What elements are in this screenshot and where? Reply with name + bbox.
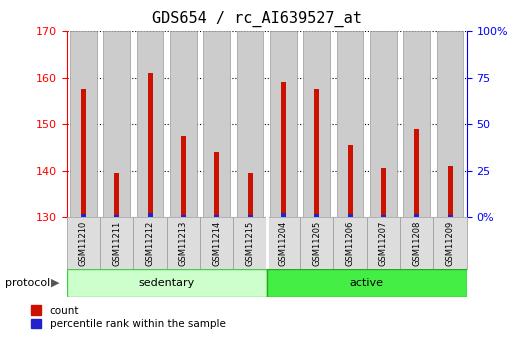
Bar xyxy=(200,217,233,269)
Bar xyxy=(370,31,397,217)
Bar xyxy=(70,31,96,217)
Text: GDS654 / rc_AI639527_at: GDS654 / rc_AI639527_at xyxy=(151,10,362,27)
Bar xyxy=(333,217,367,269)
Bar xyxy=(337,31,363,217)
Text: GSM11207: GSM11207 xyxy=(379,220,388,266)
Text: GSM11214: GSM11214 xyxy=(212,220,221,266)
Bar xyxy=(114,215,119,217)
Bar xyxy=(114,173,119,217)
Bar xyxy=(181,215,186,217)
Bar xyxy=(267,217,300,269)
Bar xyxy=(415,129,419,217)
Bar xyxy=(148,213,152,217)
Bar xyxy=(148,73,152,217)
Bar xyxy=(437,31,464,217)
Bar xyxy=(81,214,86,217)
Bar xyxy=(233,217,267,269)
Bar xyxy=(303,31,330,217)
Text: GSM11212: GSM11212 xyxy=(146,220,154,266)
Bar xyxy=(381,216,386,217)
Text: GSM11211: GSM11211 xyxy=(112,220,121,266)
Text: GSM11213: GSM11213 xyxy=(179,220,188,266)
Bar xyxy=(281,213,286,217)
Bar xyxy=(103,31,130,217)
Bar xyxy=(300,217,333,269)
Bar xyxy=(100,217,133,269)
Text: GSM11209: GSM11209 xyxy=(446,220,455,266)
Text: ▶: ▶ xyxy=(51,278,60,288)
Bar xyxy=(348,145,352,217)
Bar xyxy=(448,215,452,217)
Bar xyxy=(281,82,286,217)
Bar xyxy=(136,31,163,217)
Bar xyxy=(236,31,263,217)
Bar xyxy=(67,217,100,269)
Bar xyxy=(267,269,467,297)
Bar xyxy=(270,31,297,217)
Text: GSM11215: GSM11215 xyxy=(246,220,254,266)
Text: GSM11204: GSM11204 xyxy=(279,220,288,266)
Bar xyxy=(367,217,400,269)
Bar xyxy=(248,215,252,217)
Bar xyxy=(381,168,386,217)
Bar xyxy=(81,89,86,217)
Bar xyxy=(167,217,200,269)
Bar xyxy=(314,89,319,217)
Bar xyxy=(400,217,433,269)
Legend: count, percentile rank within the sample: count, percentile rank within the sample xyxy=(31,305,226,329)
Bar xyxy=(203,31,230,217)
Bar xyxy=(433,217,467,269)
Bar xyxy=(170,31,196,217)
Text: GSM11210: GSM11210 xyxy=(79,220,88,266)
Bar xyxy=(214,152,219,217)
Text: active: active xyxy=(350,278,384,288)
Bar xyxy=(415,214,419,217)
Text: GSM11205: GSM11205 xyxy=(312,220,321,266)
Bar xyxy=(67,269,267,297)
Bar xyxy=(181,136,186,217)
Bar xyxy=(314,214,319,217)
Bar xyxy=(448,166,452,217)
Text: GSM11208: GSM11208 xyxy=(412,220,421,266)
Text: GSM11206: GSM11206 xyxy=(346,220,354,266)
Bar xyxy=(214,216,219,217)
Bar xyxy=(133,217,167,269)
Text: protocol: protocol xyxy=(5,278,50,288)
Bar xyxy=(348,214,352,217)
Bar xyxy=(248,173,252,217)
Text: sedentary: sedentary xyxy=(139,278,195,288)
Bar xyxy=(403,31,430,217)
